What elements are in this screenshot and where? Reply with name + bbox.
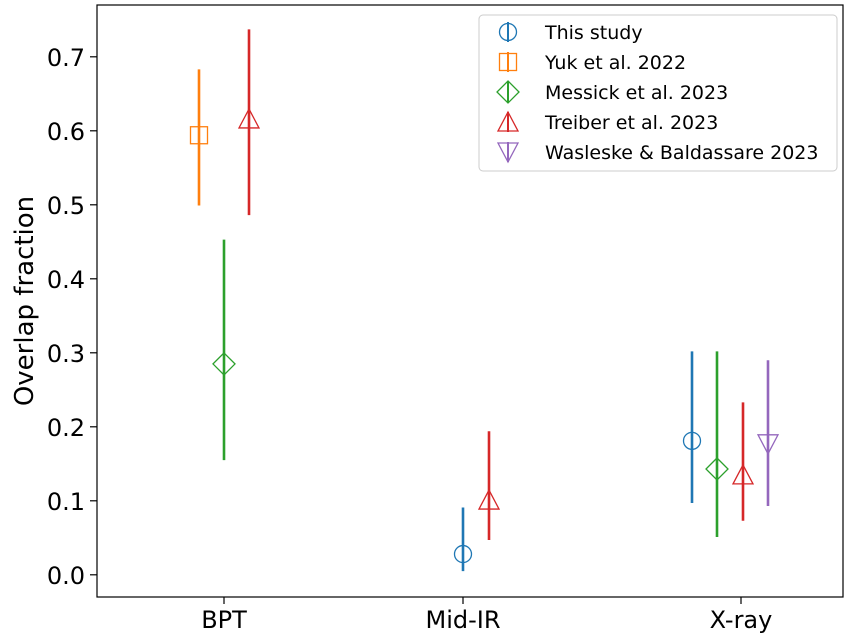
y-tick-label: 0.7 xyxy=(47,44,85,72)
legend-label: Treiber et al. 2023 xyxy=(544,112,718,134)
data-point-circle xyxy=(682,431,702,451)
y-tick-label: 0.1 xyxy=(47,488,85,516)
legend-marker-triangle-down xyxy=(496,142,520,164)
legend-marker-circle xyxy=(498,22,518,42)
y-tick-label: 0.3 xyxy=(47,340,85,368)
legend-marker-square xyxy=(498,52,518,72)
y-axis-title: Overlap fraction xyxy=(10,196,40,406)
legend-marker-diamond xyxy=(496,80,520,104)
y-tick-label: 0.2 xyxy=(47,414,85,442)
x-tick-label: Mid-IR xyxy=(425,606,500,633)
y-tick-label: 0.6 xyxy=(47,118,85,146)
x-axis: BPT Mid-IR X-ray xyxy=(201,597,772,633)
y-tick-label: 0.5 xyxy=(47,192,85,220)
legend-label: Messick et al. 2023 xyxy=(545,82,728,104)
chart-marks xyxy=(189,29,780,572)
data-point-square xyxy=(189,126,209,145)
data-point-circle xyxy=(453,544,473,564)
data-point-triangle-down xyxy=(756,434,780,456)
legend-box xyxy=(478,14,838,172)
legend-label: This study xyxy=(544,22,643,44)
legend: This study Yuk et al. 2022 Messick et al. … xyxy=(478,14,838,172)
legend-label: Wasleske & Baldassare 2023 xyxy=(545,142,818,164)
legend-label: Yuk et al. 2022 xyxy=(544,52,686,74)
y-axis: 0.0 0.1 0.2 0.3 0.4 0.5 0.6 0.7 xyxy=(47,44,97,590)
data-point-diamond xyxy=(212,351,236,376)
data-point-triangle-up xyxy=(731,463,755,485)
x-tick-label: BPT xyxy=(201,606,247,633)
y-tick-label: 0.0 xyxy=(47,562,85,590)
y-tick-label: 0.4 xyxy=(47,266,85,294)
data-point-triangle-up xyxy=(237,107,261,129)
data-point-triangle-up xyxy=(477,488,501,510)
plot-frame xyxy=(96,4,844,598)
x-tick-label: X-ray xyxy=(710,606,773,633)
data-point-diamond xyxy=(705,457,729,481)
legend-marker-triangle-up xyxy=(496,110,520,132)
